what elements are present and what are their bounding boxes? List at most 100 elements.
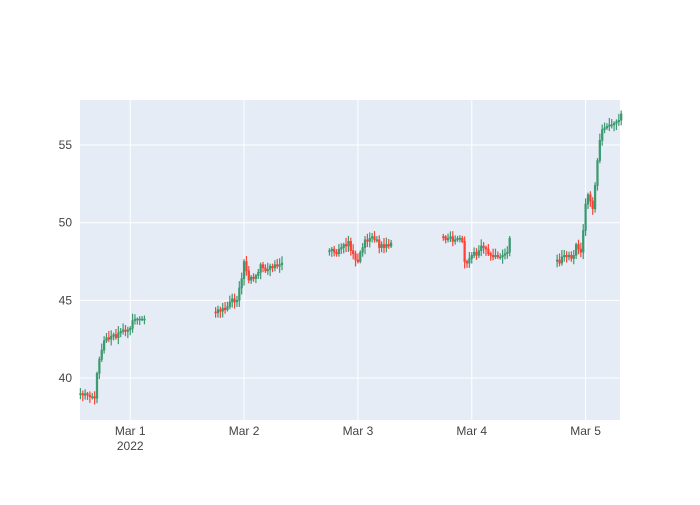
candle-body [110, 335, 113, 340]
x-tick-label: Mar 2 [229, 424, 260, 438]
candle-body [271, 265, 274, 269]
candle-body [610, 124, 613, 127]
candle-body [487, 248, 490, 255]
candle-body [328, 250, 331, 253]
candle-body [366, 239, 369, 242]
candle-body [373, 236, 376, 241]
candle-body [359, 251, 362, 262]
candle-body [491, 255, 495, 258]
candle-body [245, 261, 248, 272]
candle-body [577, 244, 580, 250]
candle-body [465, 261, 469, 264]
candle-body [231, 298, 234, 303]
candle-body [605, 126, 609, 129]
candle-body [86, 393, 89, 396]
candle-body [235, 300, 239, 303]
candle-body [93, 396, 96, 399]
candle-body [378, 239, 381, 248]
candle-body [143, 318, 146, 321]
candle-body [499, 256, 502, 259]
candle-body [451, 236, 454, 242]
candle-body [273, 264, 277, 269]
candle-body [102, 340, 106, 351]
candle-body [84, 393, 87, 396]
candle-body [375, 239, 379, 242]
candle-body [344, 244, 348, 247]
candle-body [126, 329, 129, 332]
candle-body [259, 264, 262, 273]
candle-body [380, 244, 383, 248]
candle-body [501, 255, 504, 258]
x-tick-label: Mar 1 [115, 424, 146, 438]
candle-body [342, 244, 345, 248]
candle-body [247, 270, 250, 281]
candle-layer [79, 110, 623, 405]
candle-body [558, 259, 561, 264]
candle-body [119, 331, 122, 334]
y-tick-label: 45 [59, 293, 73, 307]
candle-body [567, 255, 571, 258]
candle-body [484, 247, 488, 250]
candle-body [593, 185, 597, 210]
candle-body [496, 255, 499, 258]
candle-body [114, 334, 118, 338]
x-tick-label: Mar 5 [570, 424, 601, 438]
candle-body [352, 250, 355, 255]
candle-body [107, 337, 110, 340]
candle-body [468, 258, 471, 264]
candle-body [463, 241, 466, 262]
candle-body [612, 123, 616, 126]
candle-body [387, 244, 390, 247]
candle-body [250, 276, 253, 281]
candle-body [140, 318, 144, 321]
candle-body [389, 242, 393, 247]
candle-body [570, 255, 573, 259]
candle-body [620, 113, 623, 121]
candle-body [582, 230, 585, 253]
candle-body [556, 259, 559, 262]
candle-body [112, 334, 115, 337]
candle-body [574, 244, 578, 256]
candle-body [615, 121, 618, 124]
candle-body [221, 307, 224, 312]
candle-body [278, 264, 281, 267]
y-tick-label: 50 [59, 216, 73, 230]
candle-body [456, 237, 459, 241]
candle-body [494, 255, 497, 258]
candle-body [354, 253, 357, 261]
candle-body [591, 200, 594, 210]
candle-body [444, 236, 447, 241]
plot-background [80, 100, 620, 420]
candle-body [470, 255, 473, 259]
candle-body [233, 298, 236, 303]
candle-body [280, 262, 284, 265]
candle-body [579, 248, 582, 253]
candle-body [477, 250, 481, 256]
candle-body [565, 255, 568, 258]
candle-body [252, 276, 255, 279]
candle-body [482, 245, 485, 248]
candle-body [266, 269, 269, 272]
x-tick-sublabel: 2022 [117, 439, 144, 453]
candle-body [242, 261, 246, 279]
candle-body [475, 251, 478, 256]
candle-body [560, 256, 564, 264]
candle-body [240, 278, 243, 289]
x-tick-label: Mar 4 [456, 424, 487, 438]
candle-body [91, 396, 94, 398]
candle-body [333, 248, 336, 253]
candle-body [617, 119, 620, 123]
candle-body [603, 127, 606, 130]
candle-body [117, 332, 120, 338]
candle-body [572, 255, 575, 259]
candle-body [563, 255, 566, 258]
candle-body [133, 318, 137, 321]
candle-body [264, 267, 267, 272]
candle-body [276, 264, 279, 267]
candle-body [261, 264, 265, 269]
candle-body [349, 241, 352, 251]
candle-body [254, 275, 258, 279]
candle-body [442, 236, 445, 238]
candle-body [508, 237, 511, 253]
